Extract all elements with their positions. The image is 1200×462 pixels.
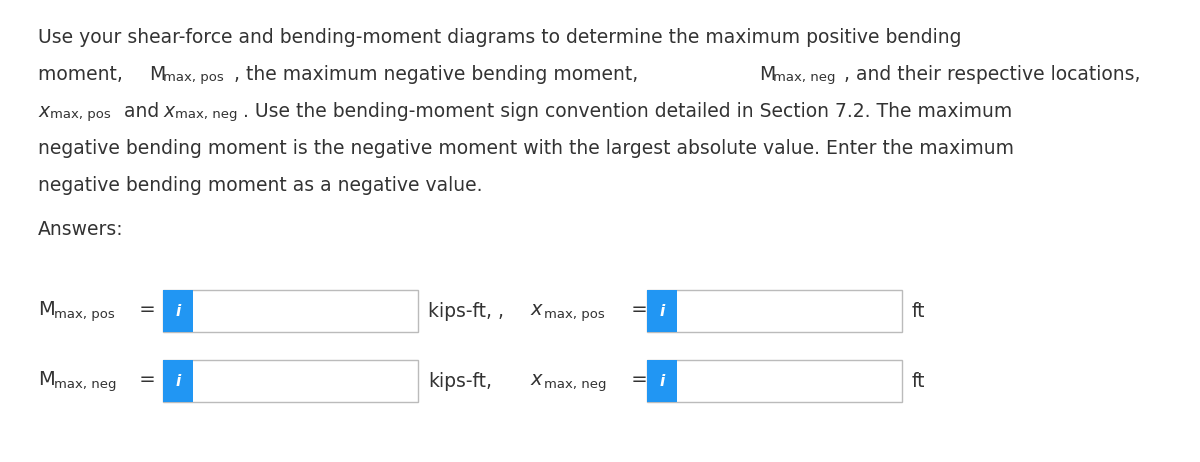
FancyBboxPatch shape: [647, 290, 677, 332]
Text: negative bending moment as a negative value.: negative bending moment as a negative va…: [38, 176, 482, 195]
Text: M: M: [38, 300, 55, 319]
Text: =: =: [133, 300, 156, 319]
Text: Answers:: Answers:: [38, 220, 124, 239]
Text: =: =: [625, 300, 648, 319]
Text: i: i: [175, 304, 181, 318]
Text: ft: ft: [912, 372, 925, 391]
Text: x: x: [163, 102, 174, 121]
Text: max, neg: max, neg: [773, 71, 835, 84]
FancyBboxPatch shape: [163, 290, 418, 332]
Text: =: =: [625, 370, 648, 389]
FancyBboxPatch shape: [647, 360, 677, 402]
Text: x: x: [530, 370, 542, 389]
Text: Use your shear-force and bending-moment diagrams to determine the maximum positi: Use your shear-force and bending-moment …: [38, 28, 961, 47]
Text: i: i: [659, 373, 665, 389]
Text: i: i: [175, 373, 181, 389]
Text: max, pos: max, pos: [163, 71, 223, 84]
Text: , the maximum negative bending moment,: , the maximum negative bending moment,: [234, 65, 644, 84]
Text: x: x: [38, 102, 49, 121]
Text: kips-ft,: kips-ft,: [428, 372, 492, 391]
Text: max, neg: max, neg: [54, 378, 116, 391]
Text: moment,: moment,: [38, 65, 128, 84]
Text: =: =: [133, 370, 156, 389]
Text: max, pos: max, pos: [50, 108, 110, 121]
FancyBboxPatch shape: [647, 290, 902, 332]
Text: i: i: [659, 304, 665, 318]
Text: ft: ft: [912, 302, 925, 321]
Text: M: M: [149, 65, 166, 84]
FancyBboxPatch shape: [163, 290, 193, 332]
FancyBboxPatch shape: [163, 360, 418, 402]
Text: . Use the bending-moment sign convention detailed in Section 7.2. The maximum: . Use the bending-moment sign convention…: [242, 102, 1013, 121]
Text: max, pos: max, pos: [54, 308, 115, 321]
Text: negative bending moment is the negative moment with the largest absolute value. : negative bending moment is the negative …: [38, 139, 1014, 158]
Text: M: M: [760, 65, 775, 84]
FancyBboxPatch shape: [647, 360, 902, 402]
Text: max, neg: max, neg: [544, 378, 606, 391]
Text: max, pos: max, pos: [544, 308, 605, 321]
Text: x: x: [530, 300, 542, 319]
Text: max, neg: max, neg: [175, 108, 238, 121]
Text: and: and: [118, 102, 166, 121]
Text: , and their respective locations,: , and their respective locations,: [844, 65, 1140, 84]
Text: M: M: [38, 370, 55, 389]
FancyBboxPatch shape: [163, 360, 193, 402]
Text: kips-ft, ,: kips-ft, ,: [428, 302, 504, 321]
